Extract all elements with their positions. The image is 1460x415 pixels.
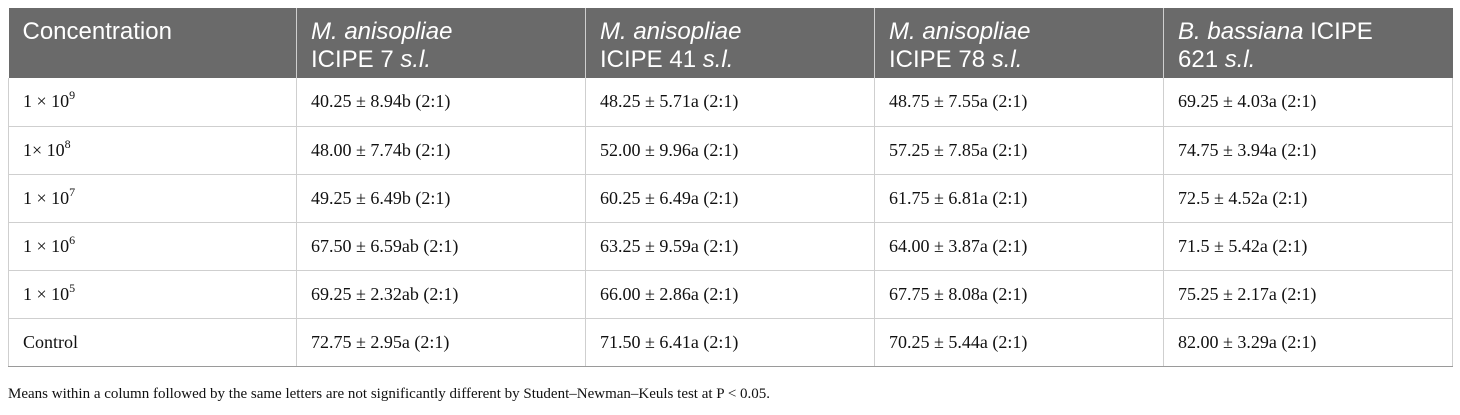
concentration-cell: Control <box>8 318 297 367</box>
table-row: 1× 108 48.00 ± 7.74b (2:1) 52.00 ± 9.96a… <box>8 126 1453 175</box>
results-table-container: Concentration M. anisopliae ICIPE 7 s.l.… <box>8 8 1453 367</box>
species-name: M. anisopliae <box>600 18 742 45</box>
header-row: Concentration M. anisopliae ICIPE 7 s.l.… <box>8 8 1453 78</box>
strain-suffix: s.l. <box>991 46 1023 73</box>
value-cell: 72.75 ± 2.95a (2:1) <box>296 318 586 367</box>
exponent: 5 <box>69 280 76 295</box>
value-cell: 48.75 ± 7.55a (2:1) <box>874 78 1164 127</box>
concentration-cell: 1× 108 <box>8 126 297 175</box>
species-name: M. anisopliae <box>311 18 453 45</box>
value-cell: 69.25 ± 4.03a (2:1) <box>1163 78 1453 127</box>
header-icipe-78: M. anisopliae ICIPE 78 s.l. <box>874 8 1164 78</box>
value-cell: 61.75 ± 6.81a (2:1) <box>874 174 1164 223</box>
strain-name: ICIPE 78 <box>889 46 986 73</box>
strain-suffix: s.l. <box>1224 46 1256 73</box>
table-header: Concentration M. anisopliae ICIPE 7 s.l.… <box>8 8 1453 78</box>
value-cell: 52.00 ± 9.96a (2:1) <box>585 126 875 175</box>
header-icipe-621: B. bassiana ICIPE 621 s.l. <box>1163 8 1453 78</box>
value-cell: 69.25 ± 2.32ab (2:1) <box>296 270 586 319</box>
exponent: 8 <box>64 136 71 151</box>
value-cell: 60.25 ± 6.49a (2:1) <box>585 174 875 223</box>
exponent: 6 <box>69 232 76 247</box>
table-row: 1 × 106 67.50 ± 6.59ab (2:1) 63.25 ± 9.5… <box>8 222 1453 271</box>
value-cell: 71.50 ± 6.41a (2:1) <box>585 318 875 367</box>
table-row: 1 × 109 40.25 ± 8.94b (2:1) 48.25 ± 5.71… <box>8 78 1453 127</box>
table-body: 1 × 109 40.25 ± 8.94b (2:1) 48.25 ± 5.71… <box>8 78 1453 367</box>
value-cell: 82.00 ± 3.29a (2:1) <box>1163 318 1453 367</box>
exponent: 9 <box>69 88 76 103</box>
value-cell: 74.75 ± 3.94a (2:1) <box>1163 126 1453 175</box>
value-cell: 40.25 ± 8.94b (2:1) <box>296 78 586 127</box>
table-row: 1 × 105 69.25 ± 2.32ab (2:1) 66.00 ± 2.8… <box>8 270 1453 319</box>
table-footnote: Means within a column followed by the sa… <box>8 386 771 402</box>
concentration-cell: 1 × 107 <box>8 174 297 223</box>
species-name: M. anisopliae <box>889 18 1031 45</box>
header-concentration: Concentration <box>8 8 297 78</box>
strain-name: ICIPE <box>1310 18 1373 45</box>
concentration-cell: 1 × 105 <box>8 270 297 319</box>
value-cell: 72.5 ± 4.52a (2:1) <box>1163 174 1453 223</box>
species-name: B. bassiana <box>1178 18 1304 45</box>
strain-name: ICIPE 41 <box>600 46 697 73</box>
value-cell: 67.50 ± 6.59ab (2:1) <box>296 222 586 271</box>
value-cell: 64.00 ± 3.87a (2:1) <box>874 222 1164 271</box>
concentration-cell: 1 × 109 <box>8 78 297 127</box>
results-table: Concentration M. anisopliae ICIPE 7 s.l.… <box>8 8 1453 367</box>
value-cell: 70.25 ± 5.44a (2:1) <box>874 318 1164 367</box>
value-cell: 48.25 ± 5.71a (2:1) <box>585 78 875 127</box>
value-cell: 57.25 ± 7.85a (2:1) <box>874 126 1164 175</box>
exponent: 7 <box>69 184 76 199</box>
value-cell: 66.00 ± 2.86a (2:1) <box>585 270 875 319</box>
value-cell: 71.5 ± 5.42a (2:1) <box>1163 222 1453 271</box>
strain-number: 621 <box>1178 46 1219 73</box>
concentration-cell: 1 × 106 <box>8 222 297 271</box>
value-cell: 63.25 ± 9.59a (2:1) <box>585 222 875 271</box>
strain-name: ICIPE 7 <box>311 46 394 73</box>
value-cell: 49.25 ± 6.49b (2:1) <box>296 174 586 223</box>
header-icipe-41: M. anisopliae ICIPE 41 s.l. <box>585 8 875 78</box>
header-icipe-7: M. anisopliae ICIPE 7 s.l. <box>296 8 586 78</box>
table-row: 1 × 107 49.25 ± 6.49b (2:1) 60.25 ± 6.49… <box>8 174 1453 223</box>
value-cell: 48.00 ± 7.74b (2:1) <box>296 126 586 175</box>
value-cell: 75.25 ± 2.17a (2:1) <box>1163 270 1453 319</box>
strain-suffix: s.l. <box>400 46 432 73</box>
value-cell: 67.75 ± 8.08a (2:1) <box>874 270 1164 319</box>
table-row: Control 72.75 ± 2.95a (2:1) 71.50 ± 6.41… <box>8 318 1453 367</box>
strain-suffix: s.l. <box>702 46 734 73</box>
